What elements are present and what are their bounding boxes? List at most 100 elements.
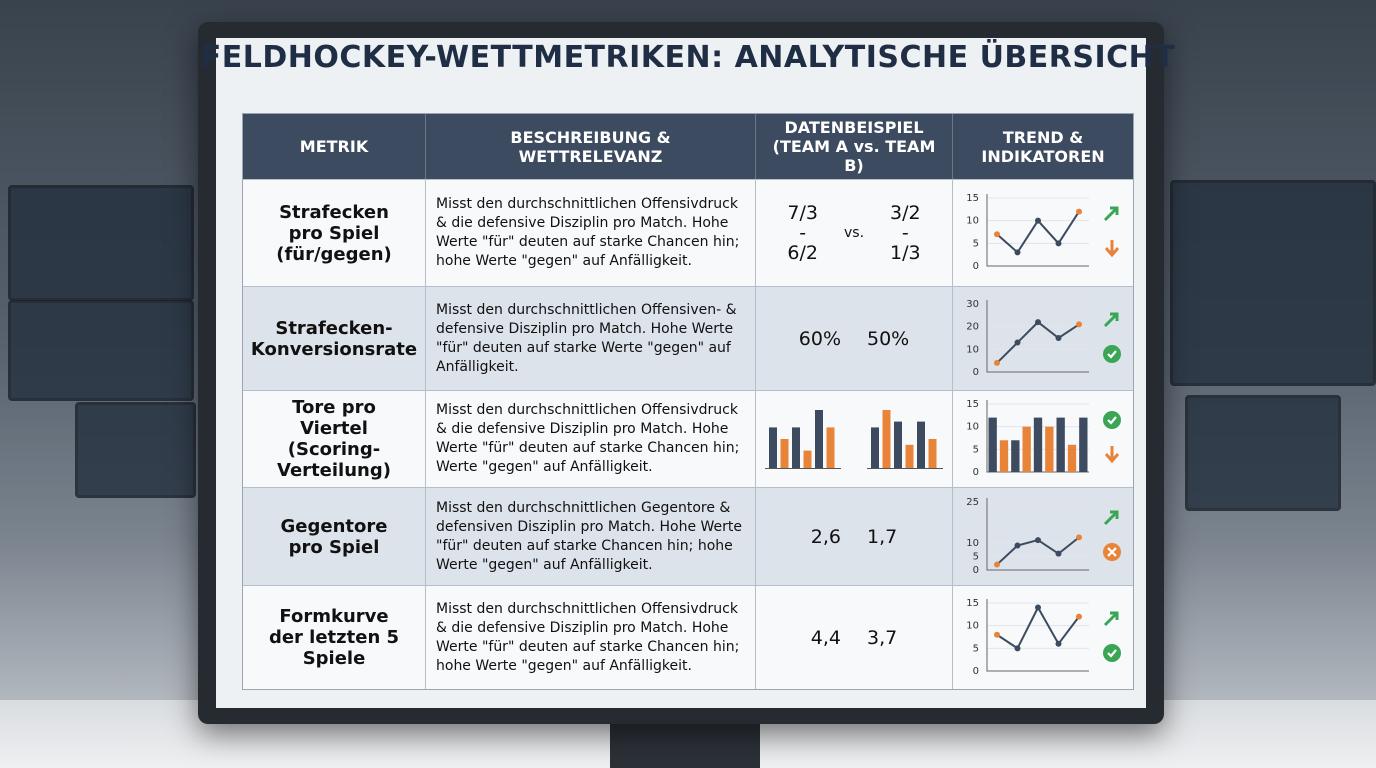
column-header: METRIK xyxy=(243,114,426,179)
value-line: - xyxy=(799,222,807,244)
bar xyxy=(882,410,891,468)
bar xyxy=(1045,426,1054,472)
metric-cell: Tore pro Viertel (Scoring-Verteilung) xyxy=(243,390,426,487)
bar-chart xyxy=(867,410,943,469)
y-tick-label: 0 xyxy=(973,261,979,272)
value-line: 1,7 xyxy=(867,525,898,548)
y-tick-label: 5 xyxy=(973,238,979,249)
column-header: DATENBEISPIEL (TEAM A vs. TEAM B) xyxy=(756,114,953,179)
versus-label: vs. xyxy=(843,225,865,241)
point xyxy=(1035,318,1041,325)
point xyxy=(1014,249,1021,256)
y-tick-label: 5 xyxy=(973,551,979,562)
bar xyxy=(1022,426,1031,472)
value-line: - xyxy=(901,222,909,244)
bar xyxy=(803,450,812,468)
team-b-value: 50% xyxy=(867,329,909,349)
trend-up-icon xyxy=(1103,312,1119,327)
trend-cell: 0 5 10 15 xyxy=(953,585,1133,689)
axis xyxy=(986,598,1089,671)
y-tick-label: 5 xyxy=(973,643,979,654)
bar xyxy=(1056,417,1065,472)
point xyxy=(1035,604,1041,611)
value-line: 3,7 xyxy=(867,626,898,649)
axis xyxy=(986,497,1089,570)
point xyxy=(1014,339,1021,346)
value-line: 2,6 xyxy=(810,525,841,548)
trend-chart: 0 5 10 15 xyxy=(966,399,1121,478)
bar xyxy=(1067,444,1077,472)
check-mark xyxy=(1107,349,1117,359)
team-b-value: 1,7 xyxy=(867,527,897,547)
bar xyxy=(1079,417,1088,472)
y-tick-label: 10 xyxy=(966,422,979,433)
trend-up-icon xyxy=(1103,206,1119,222)
column-header: BESCHREIBUNG & WETTRELEVANZ xyxy=(426,114,756,179)
value-line: 4,4 xyxy=(810,626,841,649)
check-icon xyxy=(1103,643,1121,662)
point xyxy=(1014,644,1021,651)
title: FELDHOCKEY-WETTMETRIKEN: ANALYTISCHE ÜBE… xyxy=(200,40,1176,75)
point xyxy=(1076,320,1082,327)
y-tick-label: 25 xyxy=(966,497,979,508)
description-cell: Misst den durchschnittlichen Offensivdru… xyxy=(426,585,756,689)
background-monitor xyxy=(8,300,194,401)
team-b-value: 3/2-1/3 xyxy=(890,203,921,263)
y-tick-label: 10 xyxy=(966,344,979,355)
trend-chart: 0 5 10 25 xyxy=(966,497,1121,576)
y-tick-label: 0 xyxy=(973,565,979,576)
y-tick-label: 20 xyxy=(966,321,979,332)
trend-chart: 0 10 20 30 xyxy=(966,299,1121,378)
value-line: 1/3 xyxy=(890,242,921,264)
team-b-value: 3,7 xyxy=(867,628,897,648)
bar xyxy=(1011,440,1020,472)
trend-cell: 0 5 10 25 xyxy=(953,487,1133,585)
point xyxy=(1076,208,1082,215)
point xyxy=(994,631,1000,638)
value-line: 3/2 xyxy=(890,202,921,224)
bar xyxy=(815,410,823,468)
check-mark xyxy=(1107,416,1117,425)
trend-down-icon xyxy=(1104,240,1120,258)
bar xyxy=(1033,417,1043,472)
team-a-value: 4,4 xyxy=(811,628,841,648)
y-tick-label: 15 xyxy=(966,598,979,609)
point xyxy=(1014,542,1021,549)
trend-down-icon xyxy=(1104,446,1120,464)
bar xyxy=(826,427,835,468)
point xyxy=(1055,640,1062,647)
y-tick-label: 30 xyxy=(966,299,979,310)
cross-mark xyxy=(1107,546,1117,557)
trend-up-icon xyxy=(1103,510,1119,525)
point xyxy=(994,561,1000,568)
bar xyxy=(917,421,925,468)
value-line: 6/2 xyxy=(787,242,818,264)
team-a-value: 60% xyxy=(799,329,841,349)
y-tick-label: 10 xyxy=(966,216,979,227)
monitor-stand xyxy=(610,722,760,768)
trend-cell: 0 5 10 15 xyxy=(953,390,1133,487)
bar xyxy=(780,439,789,468)
description-cell: Misst den durchschnittlichen Gegentore &… xyxy=(426,487,756,585)
point xyxy=(1035,217,1041,224)
y-tick-label: 0 xyxy=(973,666,979,677)
bar xyxy=(905,444,914,468)
example-cell: 4,4 3,7 xyxy=(756,585,953,689)
point xyxy=(1055,240,1062,247)
trend-chart: 0 5 10 15 xyxy=(966,193,1120,272)
example-cell: 7/3-6/2 vs. 3/2-1/3 xyxy=(756,179,953,286)
y-tick-label: 5 xyxy=(973,444,979,455)
value-line: 60% xyxy=(798,327,841,350)
bar xyxy=(769,427,777,468)
metric-cell: Strafecken pro Spiel (für/gegen) xyxy=(243,179,426,286)
team-a-value: 2,6 xyxy=(811,527,841,547)
example-cell: 2,6 1,7 xyxy=(756,487,953,585)
check-icon xyxy=(1103,411,1121,429)
metric-cell: Strafecken-Konversionsrate xyxy=(243,286,426,390)
bar xyxy=(792,427,800,468)
point xyxy=(994,231,1000,238)
bar-chart xyxy=(765,410,841,469)
background-monitor xyxy=(1185,395,1341,511)
trend-up-icon xyxy=(1103,611,1119,626)
bar xyxy=(928,439,937,468)
